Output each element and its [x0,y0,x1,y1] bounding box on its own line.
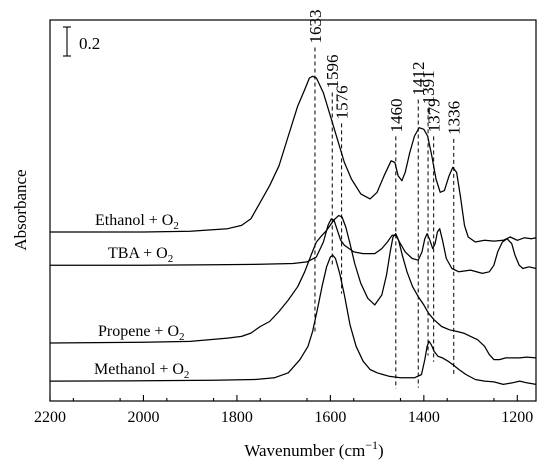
peak-label-1576: 1576 [333,85,352,119]
x-tick-label-2000: 2000 [127,409,159,426]
spectrum-line-3 [49,214,537,361]
x-tick-label-1600: 1600 [314,409,346,426]
series-label-1: Ethanol + O2 [95,212,179,232]
spectrum-line-1 [50,75,537,243]
peak-label-1391: 1391 [419,70,438,104]
x-tick-label-1400: 1400 [408,409,440,426]
series-label-4: Methanol + O2 [94,361,189,381]
x-axis-label: Wavenumber (cm−1) [244,438,383,460]
series-labels-layer: Ethanol + O2 TBA + O2 Propene + O2 Methanol… [94,212,189,381]
spectrum-line-4 [49,254,537,386]
peak-label-1412: 1412 [409,62,428,96]
series-label-2: TBA + O2 [108,245,173,265]
x-axis-label-end: ) [378,441,384,460]
peak-label-1633: 1633 [306,10,325,44]
x-tick-label-1200: 1200 [501,409,533,426]
x-axis-label-main: Wavenumber (cm [244,441,365,460]
series-label-3: Propene + O2 [98,323,185,343]
spectrum-line-2 [50,218,537,275]
peak-label-1596: 1596 [323,54,342,88]
peak-label-1379: 1379 [425,98,444,132]
peak-label-1336: 1336 [445,101,464,135]
x-axis-label-superscript: −1 [365,438,378,452]
scale-bar: 0.2 [63,26,100,57]
plot-frame [49,19,537,402]
x-axis: 2200 2000 1800 1600 1400 1200 [34,395,533,426]
spectra-layer [49,75,537,386]
scale-bar-label: 0.2 [79,34,100,53]
y-axis-label: Absorbance [11,169,30,250]
x-tick-label-2200: 2200 [34,409,66,426]
peak-label-1460: 1460 [387,98,406,132]
x-tick-label-1800: 1800 [221,409,253,426]
